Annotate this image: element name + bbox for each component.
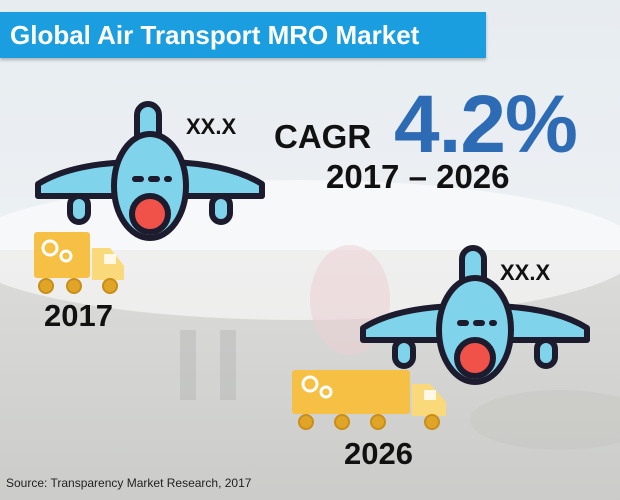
source-note: Source: Transparency Market Research, 20…	[6, 476, 252, 490]
truck-icon	[292, 370, 446, 430]
cagr-value: 4.2%	[394, 79, 578, 170]
cagr-label: CAGR	[274, 118, 372, 155]
value-label-2017: XX.X	[186, 114, 237, 139]
page-title: Global Air Transport MRO Market	[10, 20, 420, 50]
truck-icon	[34, 232, 124, 294]
title-bar: Global Air Transport MRO Market	[0, 12, 486, 58]
airplane-icon	[360, 245, 590, 385]
value-label-2026: XX.X	[500, 260, 551, 285]
airplane-icon	[35, 101, 265, 241]
cagr-period: 2017 – 2026	[326, 158, 510, 195]
year-label-2026: 2026	[344, 436, 413, 471]
year-label-2017: 2017	[44, 298, 113, 333]
